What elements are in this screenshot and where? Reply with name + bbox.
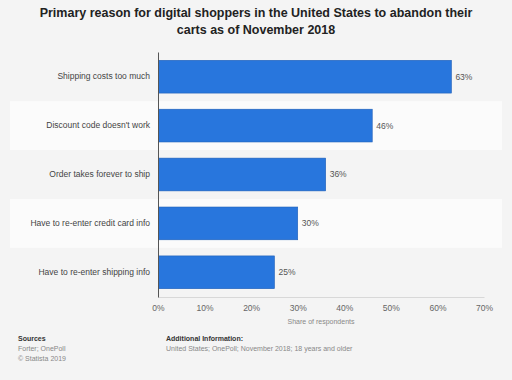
bar	[158, 60, 451, 93]
data-label: 36%	[330, 169, 347, 179]
bar	[158, 256, 274, 289]
tick-label: Have to re-enter shipping info	[38, 267, 150, 277]
annotation: © Statista 2019	[18, 355, 66, 362]
tick: 60%	[429, 297, 446, 313]
title-line: carts as of November 2018	[177, 23, 335, 37]
bar	[158, 158, 326, 191]
bar	[158, 109, 372, 142]
title: Primary reason for digital shoppers in t…	[40, 6, 473, 37]
data-label: 30%	[302, 218, 319, 228]
tick-label: 60%	[429, 303, 446, 313]
value-axis: 0% 10% 20% 30% 40% 50% 60% 70%	[152, 297, 493, 313]
annotation: Forter; OnePoll	[18, 345, 66, 352]
tick: 20%	[243, 297, 260, 313]
tick-label: 30%	[290, 303, 307, 313]
title-line: Primary reason for digital shoppers in t…	[40, 6, 473, 20]
footer: Sources Forter; OnePoll © Statista 2019 Add…	[18, 335, 353, 362]
tick-label: 20%	[243, 303, 260, 313]
axis-line	[159, 297, 485, 298]
tick: Order takes forever to ship	[49, 169, 158, 179]
tick: 70%	[476, 297, 493, 313]
axis-line	[158, 53, 159, 298]
tick: 0%	[152, 297, 165, 313]
tick: 50%	[383, 297, 400, 313]
tick: 10%	[197, 297, 214, 313]
tick: Discount code doesn't work	[46, 120, 158, 130]
data-label: 46%	[376, 121, 393, 131]
tick-label: 70%	[476, 303, 493, 313]
tick-label: 0%	[152, 303, 165, 313]
data-label: 25%	[278, 267, 295, 277]
row-stripe	[10, 101, 502, 150]
tick-label: 10%	[197, 303, 214, 313]
bar	[158, 207, 298, 240]
tick: 30%	[290, 297, 307, 313]
tick: Have to re-enter credit card info	[30, 218, 158, 228]
category-axis: Shipping costs too much Discount code doe…	[30, 53, 158, 298]
row-stripe	[10, 199, 502, 248]
tick-label: Discount code doesn't work	[46, 120, 150, 130]
data-labels: 63% 46% 36% 30% 25%	[278, 72, 472, 278]
annotation: Sources	[18, 335, 46, 342]
data-label: 63%	[455, 72, 472, 82]
tick: Shipping costs too much	[57, 71, 158, 81]
tick-label: Shipping costs too much	[57, 71, 150, 81]
tick-label: 50%	[383, 303, 400, 313]
chart: 0% 10% 20% 30% 40% 50% 60% 70% Shipping costs to…	[0, 0, 512, 380]
tick-label: Order takes forever to ship	[49, 169, 150, 179]
annotation: United States; OnePoll; November 2018; 1…	[166, 345, 353, 353]
axis-title: Share of respondents	[288, 318, 355, 326]
tick: Have to re-enter shipping info	[38, 267, 158, 277]
tick-label: Have to re-enter credit card info	[30, 218, 150, 228]
row-stripes	[10, 101, 502, 248]
bars	[158, 60, 451, 288]
annotation: Additional Information:	[166, 335, 243, 342]
tick: 40%	[336, 297, 353, 313]
tick-label: 40%	[336, 303, 353, 313]
